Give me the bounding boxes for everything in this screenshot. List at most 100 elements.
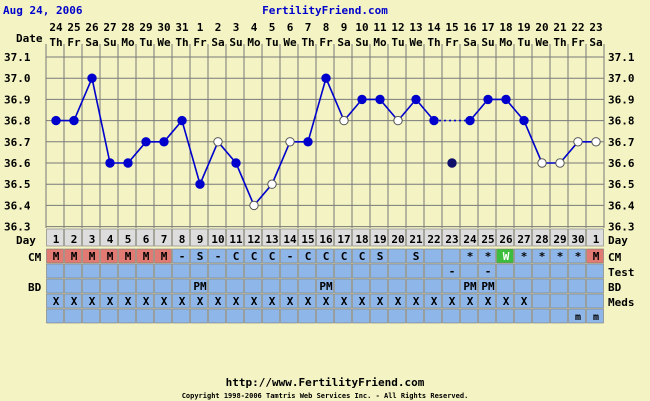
footer-url[interactable]: http://www.FertilityFriend.com bbox=[226, 376, 425, 389]
day-cell-bg bbox=[280, 228, 298, 247]
temp-line-segment bbox=[199, 141, 219, 185]
meds-cell-bg bbox=[478, 293, 496, 309]
meds-cell-bg bbox=[532, 293, 550, 309]
meds-cell: X bbox=[431, 295, 438, 308]
meds-cell-bg bbox=[100, 293, 118, 309]
test-cell-bg bbox=[64, 263, 82, 279]
day-cell-bg bbox=[118, 228, 136, 247]
bd-cell-bg bbox=[442, 278, 460, 294]
cm-cell: * bbox=[575, 250, 582, 263]
extra-cell-bg bbox=[208, 308, 226, 324]
cm-cell-bg bbox=[442, 248, 460, 264]
bd-cell-bg bbox=[208, 278, 226, 294]
site-title: FertilityFriend.com bbox=[262, 4, 388, 17]
date-label: 10 bbox=[355, 21, 368, 34]
cm-cell: M bbox=[593, 250, 600, 263]
temp-point bbox=[555, 158, 565, 168]
test-cell-bg bbox=[118, 263, 136, 279]
weekday-label: Mo bbox=[247, 36, 261, 49]
temp-point bbox=[285, 137, 295, 147]
date-label: 9 bbox=[341, 21, 348, 34]
extra-cell-bg bbox=[496, 308, 514, 324]
cm-cell: C bbox=[323, 250, 330, 263]
day-cell: 20 bbox=[391, 233, 404, 246]
temp-line-segment bbox=[523, 120, 543, 164]
meds-cell: X bbox=[269, 295, 276, 308]
meds-cell: X bbox=[197, 295, 204, 308]
bd-cell-bg bbox=[136, 278, 154, 294]
meds-cell-bg bbox=[190, 293, 208, 309]
day-cell-bg bbox=[316, 228, 334, 247]
cm-cell-bg bbox=[406, 248, 424, 264]
meds-cell: X bbox=[89, 295, 96, 308]
meds-cell-bg bbox=[226, 293, 244, 309]
day-cell: 1 bbox=[53, 233, 60, 246]
meds-cell: X bbox=[305, 295, 312, 308]
cm-cell: C bbox=[269, 250, 276, 263]
weekday-label: Th bbox=[553, 36, 566, 49]
extra-cell-bg bbox=[316, 308, 334, 324]
meds-cell: X bbox=[215, 295, 222, 308]
meds-cell: X bbox=[395, 295, 402, 308]
test-cell: - bbox=[485, 265, 492, 278]
date-label: 31 bbox=[175, 21, 189, 34]
bd-cell-bg bbox=[532, 278, 550, 294]
day-cell: 15 bbox=[301, 233, 314, 246]
temp-point bbox=[519, 115, 529, 126]
cm-cell-bg bbox=[154, 248, 172, 264]
day-cell: 14 bbox=[283, 233, 297, 246]
extra-cell-bg bbox=[82, 308, 100, 324]
bd-cell-bg bbox=[316, 278, 334, 294]
extra-cell-bg bbox=[586, 308, 604, 324]
day-cell-bg bbox=[100, 228, 118, 247]
date-label: 5 bbox=[269, 21, 276, 34]
weekday-label: Sa bbox=[211, 36, 224, 49]
date-label: 20 bbox=[535, 21, 548, 34]
cm-cell: M bbox=[89, 250, 96, 263]
temp-point bbox=[177, 115, 187, 126]
day-cell: 2 bbox=[71, 233, 78, 246]
cm-cell: M bbox=[161, 250, 168, 263]
date-label: 29 bbox=[139, 21, 152, 34]
test-cell-bg bbox=[172, 263, 190, 279]
extra-cell-bg bbox=[478, 308, 496, 324]
day-cell-bg bbox=[172, 228, 190, 247]
weekday-label: Sa bbox=[337, 36, 350, 49]
test-cell-bg bbox=[568, 263, 586, 279]
y-tick-label: 36.7 bbox=[4, 136, 31, 149]
weekday-label: Fr bbox=[445, 36, 459, 49]
cm-cell-bg bbox=[586, 248, 604, 264]
cm-cell-bg bbox=[316, 248, 334, 264]
temp-point bbox=[339, 115, 349, 126]
extra-cell-bg bbox=[370, 308, 388, 324]
y-tick-label: 36.3 bbox=[4, 221, 31, 234]
extra-cell-bg bbox=[406, 308, 424, 324]
bd-cell-bg bbox=[46, 278, 64, 294]
weekday-label: Fr bbox=[319, 36, 333, 49]
cm-cell-bg bbox=[478, 248, 496, 264]
cm-cell-bg bbox=[262, 248, 280, 264]
day-cell-bg bbox=[226, 228, 244, 247]
day-cell: 17 bbox=[337, 233, 350, 246]
cm-cell: C bbox=[233, 250, 240, 263]
day-cell-bg bbox=[82, 228, 100, 247]
meds-cell: X bbox=[179, 295, 186, 308]
meds-cell: X bbox=[53, 295, 60, 308]
cm-cell: - bbox=[215, 250, 222, 263]
meds-cell-bg bbox=[424, 293, 442, 309]
day-cell: 8 bbox=[179, 233, 186, 246]
cm-cell: M bbox=[143, 250, 150, 263]
day-cell-bg bbox=[64, 228, 82, 247]
test-cell-bg bbox=[496, 263, 514, 279]
cm-cell-bg bbox=[424, 248, 442, 264]
bd-cell-bg bbox=[406, 278, 424, 294]
date-row-label: Date bbox=[16, 32, 43, 45]
bd-cell-bg bbox=[154, 278, 172, 294]
meds-cell-bg bbox=[442, 293, 460, 309]
temp-point bbox=[393, 115, 403, 126]
day-cell-bg bbox=[370, 228, 388, 247]
weekday-label: Th bbox=[175, 36, 188, 49]
weekday-label: Th bbox=[427, 36, 440, 49]
temp-point bbox=[501, 94, 511, 105]
